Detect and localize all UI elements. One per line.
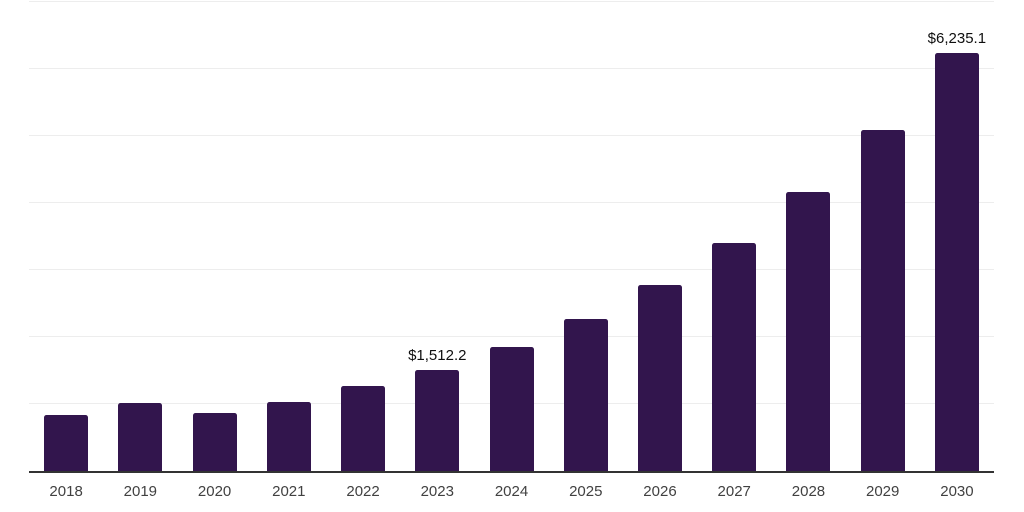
bar-2027 bbox=[712, 243, 757, 471]
value-label-2023: $1,512.2 bbox=[408, 346, 467, 364]
x-tick-2019: 2019 bbox=[123, 483, 158, 500]
x-tick-2021: 2021 bbox=[272, 483, 306, 500]
bar-2026 bbox=[637, 285, 682, 471]
x-tick-2023: 2023 bbox=[420, 483, 454, 500]
x-tick-2029: 2029 bbox=[866, 483, 900, 500]
bar-2022 bbox=[341, 385, 386, 471]
bar-2024 bbox=[489, 346, 534, 471]
gridline-6000 bbox=[29, 68, 994, 69]
x-tick-2028: 2028 bbox=[791, 483, 826, 500]
bar-2028 bbox=[786, 192, 831, 471]
value-label-2030: $6,235.1 bbox=[927, 30, 987, 48]
x-tick-2024: 2024 bbox=[494, 483, 529, 500]
bar-2021 bbox=[266, 402, 311, 471]
bar-2023 bbox=[415, 369, 460, 471]
bar-2030 bbox=[934, 53, 979, 471]
gridline-5000 bbox=[29, 135, 994, 136]
gridline-2000 bbox=[29, 336, 994, 337]
bar-2025 bbox=[563, 319, 608, 471]
x-tick-2030: 2030 bbox=[940, 483, 974, 500]
x-tick-2022: 2022 bbox=[346, 483, 380, 500]
bar-2018 bbox=[44, 414, 89, 471]
x-axis: 2018 2019 2020 2021 2022 2023 2024 2025 2026 2027… bbox=[29, 483, 994, 501]
plot-area: $1,512.2 $6,235.1 bbox=[29, 1, 994, 473]
x-tick-2025: 2025 bbox=[569, 483, 603, 500]
x-tick-2027: 2027 bbox=[717, 483, 751, 500]
bar-2029 bbox=[860, 129, 905, 471]
bar-2020 bbox=[192, 412, 237, 471]
gridline-4000 bbox=[29, 202, 994, 203]
x-tick-2026: 2026 bbox=[643, 483, 677, 500]
gridline-7000 bbox=[29, 1, 994, 2]
bar-2019 bbox=[118, 403, 163, 471]
x-tick-2018: 2018 bbox=[49, 483, 83, 500]
gridline-3000 bbox=[29, 269, 994, 270]
x-tick-2020: 2020 bbox=[197, 483, 232, 500]
